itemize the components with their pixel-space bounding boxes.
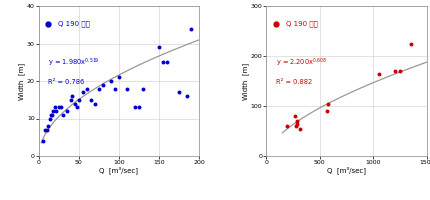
Point (183, 94, 190, 98)
Point (75, 98, 82, 101)
Point (49, 109, 56, 113)
Point (46, 117, 53, 120)
Point (324, 102, 331, 105)
Point (293, 119, 300, 123)
Point (396, 69, 402, 73)
Text: Q 190 미만: Q 190 미만 (58, 21, 90, 27)
X-axis label: Q  [m³/sec]: Q [m³/sec] (99, 167, 138, 174)
Point (406, 42, 413, 45)
X-axis label: Q  [m³/sec]: Q [m³/sec] (326, 167, 365, 174)
Point (374, 72, 381, 75)
Point (87, 98, 94, 101)
Point (58, 106, 64, 109)
Point (53, 109, 60, 113)
Text: y = 1.980x$^{0.519}$: y = 1.980x$^{0.519}$ (48, 57, 100, 69)
Point (131, 106, 138, 109)
Point (91, 102, 98, 105)
Point (283, 124, 289, 128)
Text: y = 2.200x$^{0.608}$: y = 2.200x$^{0.608}$ (275, 57, 326, 69)
Point (39, 139, 46, 143)
Point (63, 109, 70, 113)
Point (83, 87, 90, 90)
Point (107, 79, 114, 83)
Point (67, 98, 74, 101)
Point (390, 69, 397, 73)
Point (175, 91, 182, 94)
Point (155, 46, 162, 49)
Point (99, 83, 106, 86)
Point (74, 106, 80, 109)
Point (51, 106, 58, 109)
Y-axis label: Width  [m]: Width [m] (242, 62, 249, 100)
Point (123, 87, 130, 90)
Point (48, 113, 55, 116)
Point (71, 102, 78, 105)
Point (187, 27, 194, 30)
Point (69, 94, 76, 98)
Point (45, 124, 52, 128)
Point (159, 61, 166, 64)
Point (115, 76, 122, 79)
Point (42, 128, 49, 131)
Text: Q 190 이상: Q 190 이상 (285, 21, 317, 27)
Text: R² = 0.882: R² = 0.882 (275, 79, 312, 86)
Point (111, 87, 118, 90)
Point (292, 124, 299, 128)
Y-axis label: Width  [m]: Width [m] (18, 62, 25, 100)
Point (47, 113, 54, 116)
Point (323, 109, 330, 113)
Point (163, 61, 170, 64)
Point (139, 87, 146, 90)
Text: R² = 0.786: R² = 0.786 (48, 79, 84, 86)
Point (43, 128, 50, 131)
Point (95, 87, 102, 90)
Point (55, 106, 62, 109)
Point (59, 113, 66, 116)
Point (293, 122, 300, 125)
Point (295, 127, 302, 130)
Point (135, 106, 142, 109)
Point (79, 91, 86, 94)
Point (291, 114, 298, 118)
